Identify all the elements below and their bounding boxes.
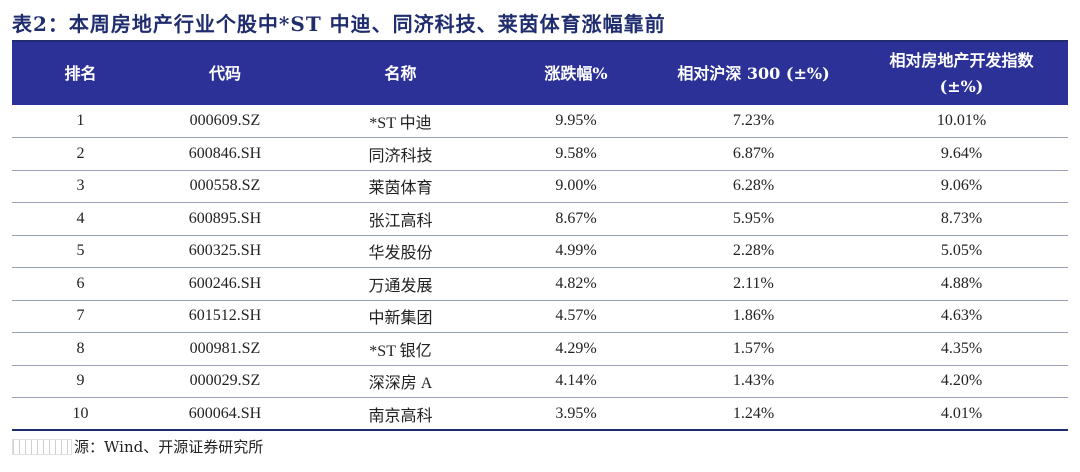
cell-code: 600895.SH	[149, 202, 301, 236]
cell-change: 4.57%	[500, 300, 652, 333]
table-row: 9 000029.SZ 深深房 A 4.14% 1.43% 4.20%	[12, 365, 1068, 398]
cell-name: 中新集团	[301, 300, 500, 333]
cell-rank: 6	[12, 267, 149, 301]
cell-code: 600325.SH	[149, 235, 301, 268]
cell-vs-hs300: 1.86%	[652, 300, 855, 333]
cell-change: 4.82%	[500, 267, 652, 301]
cell-change: 9.00%	[500, 170, 652, 203]
table-row: 5 600325.SH 华发股份 4.99% 2.28% 5.05%	[12, 235, 1068, 268]
header-code: 代码	[208, 63, 241, 83]
cell-change: 9.95%	[500, 105, 652, 138]
cell-vs-index: 9.06%	[855, 170, 1068, 203]
header-change: 涨跌幅%	[544, 63, 608, 83]
cell-code: 000981.SZ	[149, 332, 301, 366]
cell-rank: 2	[12, 137, 149, 171]
cell-vs-hs300: 1.24%	[652, 397, 855, 431]
table-row: 6 600246.SH 万通发展 4.82% 2.11% 4.88%	[12, 267, 1068, 301]
table-row: 10 600064.SH 南京高科 3.95% 1.24% 4.01%	[12, 397, 1068, 431]
cell-code: 600064.SH	[149, 397, 301, 431]
header-vs-index-line2: (±%)	[939, 76, 984, 96]
cell-rank: 3	[12, 170, 149, 203]
cell-code: 600846.SH	[149, 137, 301, 171]
cell-vs-hs300: 7.23%	[652, 105, 855, 138]
table-header-row: 排名 代码 名称 涨跌幅% 相对沪深 300 (±%) 相对房地产开发指数 (±…	[12, 42, 1068, 105]
cell-name: *ST 银亿	[301, 332, 500, 366]
cell-rank: 4	[12, 202, 149, 236]
header-vs-index: 相对房地产开发指数 (±%)	[855, 42, 1068, 105]
header-name: 名称	[384, 63, 417, 83]
cell-rank: 7	[12, 300, 149, 333]
stock-ranking-table: 排名 代码 名称 涨跌幅% 相对沪深 300 (±%) 相对房地产开发指数 (±…	[12, 42, 1068, 431]
cell-change: 4.99%	[500, 235, 652, 268]
table-row: 8 000981.SZ *ST 银亿 4.29% 1.57% 4.35%	[12, 332, 1068, 366]
cell-vs-hs300: 1.57%	[652, 332, 855, 366]
source-note: 源：Wind、开源证券研究所	[12, 436, 263, 457]
cell-vs-index: 4.01%	[855, 397, 1068, 431]
cell-rank: 8	[12, 332, 149, 366]
caption-rule	[12, 40, 1068, 42]
cell-vs-index: 4.35%	[855, 332, 1068, 366]
cell-name: 深深房 A	[301, 365, 500, 398]
cell-vs-hs300: 6.87%	[652, 137, 855, 171]
cell-change: 8.67%	[500, 202, 652, 236]
table-caption: 表2：本周房地产行业个股中*ST 中迪、同济科技、莱茵体育涨幅靠前	[12, 12, 666, 36]
cell-name: 同济科技	[301, 137, 500, 171]
cell-code: 000609.SZ	[149, 105, 301, 138]
watermark-icon	[12, 438, 72, 455]
cell-name: 张江高科	[301, 202, 500, 236]
cell-name: 莱茵体育	[301, 170, 500, 203]
header-rank: 排名	[64, 63, 97, 83]
table-row: 1 000609.SZ *ST 中迪 9.95% 7.23% 10.01%	[12, 105, 1068, 138]
cell-vs-hs300: 5.95%	[652, 202, 855, 236]
cell-vs-hs300: 2.28%	[652, 235, 855, 268]
cell-change: 4.29%	[500, 332, 652, 366]
cell-vs-hs300: 1.43%	[652, 365, 855, 398]
cell-code: 601512.SH	[149, 300, 301, 333]
table-row: 7 601512.SH 中新集团 4.57% 1.86% 4.63%	[12, 300, 1068, 333]
cell-vs-index: 10.01%	[855, 105, 1068, 138]
cell-code: 000558.SZ	[149, 170, 301, 203]
cell-rank: 10	[12, 397, 149, 431]
header-vs-index-line1: 相对房地产开发指数	[889, 50, 1034, 70]
cell-rank: 9	[12, 365, 149, 398]
cell-change: 4.14%	[500, 365, 652, 398]
table-row: 4 600895.SH 张江高科 8.67% 5.95% 8.73%	[12, 202, 1068, 236]
cell-name: 华发股份	[301, 235, 500, 268]
cell-name: 南京高科	[301, 397, 500, 431]
header-vs-hs300: 相对沪深 300 (±%)	[677, 63, 830, 83]
cell-vs-hs300: 6.28%	[652, 170, 855, 203]
cell-rank: 1	[12, 105, 149, 138]
cell-change: 9.58%	[500, 137, 652, 171]
cell-rank: 5	[12, 235, 149, 268]
cell-vs-hs300: 2.11%	[652, 267, 855, 301]
cell-code: 000029.SZ	[149, 365, 301, 398]
cell-vs-index: 4.63%	[855, 300, 1068, 333]
table-row: 2 600846.SH 同济科技 9.58% 6.87% 9.64%	[12, 137, 1068, 171]
cell-vs-index: 8.73%	[855, 202, 1068, 236]
source-text: 源：Wind、开源证券研究所	[74, 438, 264, 456]
cell-name: *ST 中迪	[301, 105, 500, 138]
cell-name: 万通发展	[301, 267, 500, 301]
cell-code: 600246.SH	[149, 267, 301, 301]
cell-vs-index: 4.20%	[855, 365, 1068, 398]
cell-vs-index: 4.88%	[855, 267, 1068, 301]
cell-change: 3.95%	[500, 397, 652, 431]
cell-vs-index: 9.64%	[855, 137, 1068, 171]
cell-vs-index: 5.05%	[855, 235, 1068, 268]
table-row: 3 000558.SZ 莱茵体育 9.00% 6.28% 9.06%	[12, 170, 1068, 203]
